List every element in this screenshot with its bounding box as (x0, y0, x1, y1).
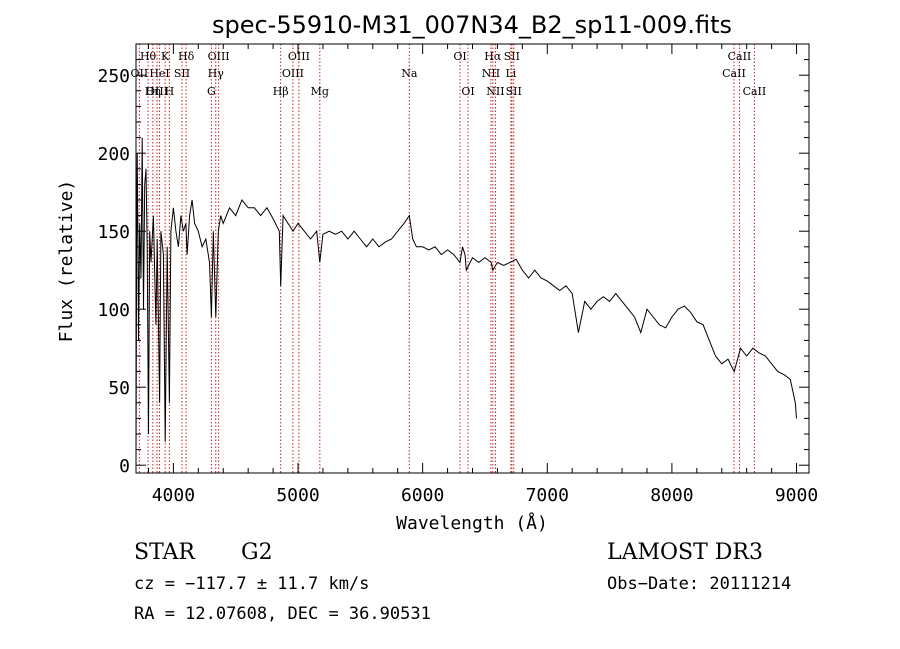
x-axis-label: Wavelength (Å) (396, 512, 548, 534)
spectral-line-label-19: Hα (484, 50, 502, 63)
spectral-line-label-10: Hγ (208, 67, 225, 80)
spectral-line-label-21: NII (482, 67, 500, 80)
y-tick-label-0: 0 (119, 456, 130, 477)
y-tick-label-3: 150 (97, 222, 130, 243)
spectral-line-label-4: H (165, 85, 175, 98)
spectral-line-label-23: NII (486, 85, 504, 98)
x-axis-ticks: 4000 5000 6000 7000 8000 9000 (147, 44, 818, 506)
spectral-line-label-16: Na (401, 67, 418, 80)
spectral-line-label-20: SII (504, 50, 520, 63)
x-tick-label-1: 5000 (276, 485, 319, 506)
spectral-line-markers: Hθ OII OIII K H HeI SII Hη Hδ OIII Hγ G OIII OIII Hβ Mg… (131, 44, 767, 473)
x-tick-label-4: 8000 (650, 485, 693, 506)
spectral-line-label-2: OIII (146, 85, 168, 98)
subclass-label: G2 (241, 540, 273, 565)
spectral-line-label-14: Hβ (273, 85, 289, 98)
spectral-line-label-0: Hθ (140, 50, 157, 63)
cz-label: cz = −117.7 ± 11.7 km/s (134, 574, 369, 594)
spectral-line-label-24: SII (506, 85, 522, 98)
spectral-line-label-22: Li (505, 67, 516, 80)
y-tick-label-2: 100 (97, 300, 130, 321)
spectral-line-label-1: OII (131, 67, 149, 80)
spectral-line-label-8: Hδ (178, 50, 195, 63)
spectral-line-label-9: OIII (208, 50, 230, 63)
spectral-line-label-18: OI (461, 85, 474, 98)
spectral-line-label-11: G (207, 85, 216, 98)
y-tick-label-4: 200 (97, 144, 130, 165)
spectral-line-label-7: Hη (145, 85, 161, 98)
spectral-line-label-15: Mg (311, 85, 329, 98)
y-tick-label-5: 250 (97, 66, 130, 87)
spectral-line-label-25: CaII (728, 50, 752, 63)
spectral-line-label-13: OIII (282, 67, 304, 80)
x-tick-label-2: 6000 (401, 485, 444, 506)
y-axis-label: Flux (relative) (56, 180, 77, 343)
spectrum-line (135, 137, 797, 466)
spectral-line-label-17: OI (453, 50, 466, 63)
x-tick-label-0: 4000 (152, 485, 195, 506)
spectral-line-label-3: K (161, 50, 170, 63)
spectral-line-label-27: CaII (743, 85, 767, 98)
spectral-line-label-5: HeI (149, 67, 169, 80)
x-tick-label-3: 7000 (526, 485, 569, 506)
spectral-line-label-26: CaII (722, 67, 746, 80)
object-class-label: STAR (134, 540, 196, 565)
y-axis-ticks: 0 50 100 150 200 250 (97, 59, 809, 477)
y-tick-label-1: 50 (108, 378, 130, 399)
coords-label: RA = 12.07608, DEC = 36.90531 (134, 604, 431, 624)
survey-label: LAMOST DR3 (607, 540, 763, 565)
spectral-line-label-6: SII (174, 67, 190, 80)
spectral-line-label-12: OIII (288, 50, 310, 63)
x-tick-label-5: 9000 (775, 485, 818, 506)
obs-date-label: Obs−Date: 20111214 (607, 574, 791, 594)
chart-title: spec-55910-M31_007N34_B2_sp11-009.fits (212, 11, 732, 39)
